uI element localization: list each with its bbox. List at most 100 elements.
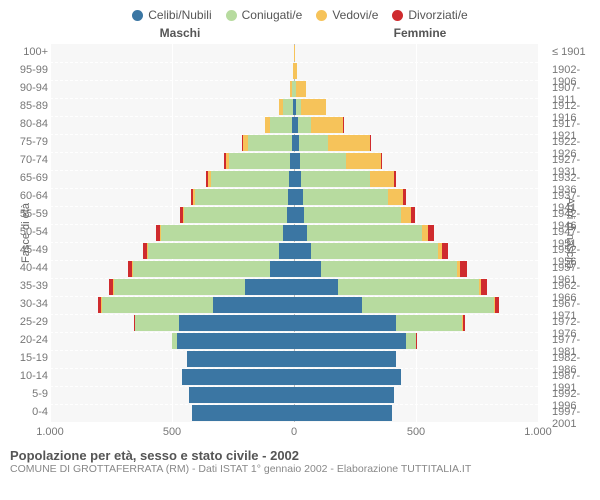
bar-right [294, 116, 538, 134]
segment [321, 261, 458, 277]
segment [184, 207, 286, 223]
segment [301, 171, 369, 187]
segment [294, 207, 304, 223]
chart-plot [50, 44, 538, 422]
segment [294, 351, 396, 367]
y-label-age: 5-9 [0, 388, 48, 400]
segment [143, 243, 147, 259]
segment [298, 117, 311, 133]
segment [401, 207, 411, 223]
chart-title: Popolazione per età, sesso e stato civil… [10, 448, 590, 463]
y-label-age: 75-79 [0, 136, 48, 148]
segment [101, 297, 213, 313]
segment [294, 171, 301, 187]
age-row [50, 116, 538, 135]
segment [213, 297, 294, 313]
age-row [50, 260, 538, 279]
segment [283, 99, 293, 115]
segment [133, 261, 270, 277]
segment [362, 297, 494, 313]
segment [294, 261, 321, 277]
segment [495, 297, 499, 313]
age-row [50, 314, 538, 333]
bar-left [50, 260, 294, 278]
bar-left [50, 332, 294, 350]
segment [294, 369, 401, 385]
legend-item: Divorziati/e [392, 8, 467, 22]
segment [294, 189, 303, 205]
legend-item: Celibi/Nubili [132, 8, 211, 22]
x-tick: 500 [407, 426, 425, 438]
bar-left [50, 224, 294, 242]
age-row [50, 386, 538, 405]
segment [294, 405, 392, 421]
segment [463, 315, 465, 331]
segment [229, 153, 290, 169]
segment [294, 63, 297, 79]
age-row [50, 188, 538, 207]
bar-right [294, 278, 538, 296]
bar-left [50, 404, 294, 422]
y-label-age: 15-19 [0, 352, 48, 364]
segment [206, 171, 208, 187]
bar-left [50, 80, 294, 98]
age-row [50, 98, 538, 117]
bar-right [294, 350, 538, 368]
segment [134, 315, 135, 331]
bar-left [50, 188, 294, 206]
segment [346, 153, 380, 169]
segment [328, 135, 369, 151]
segment [294, 243, 311, 259]
bar-left [50, 350, 294, 368]
segment [191, 189, 193, 205]
segment [180, 207, 183, 223]
header-female: Femmine [300, 26, 540, 40]
y-label-age: 0-4 [0, 406, 48, 418]
segment [406, 333, 416, 349]
x-tick: 0 [291, 426, 297, 438]
segment [147, 243, 148, 259]
bar-right [294, 170, 538, 188]
pyramid-chart: Fasce di età Anni di nascita 100+≤ 19019… [0, 44, 600, 422]
bar-right [294, 152, 538, 170]
segment [192, 405, 294, 421]
segment [265, 117, 270, 133]
segment [299, 135, 328, 151]
segment [303, 189, 388, 205]
segment [283, 225, 294, 241]
legend-label: Vedovi/e [332, 8, 378, 22]
age-row [50, 350, 538, 369]
bar-left [50, 98, 294, 116]
segment [481, 279, 487, 295]
x-tick: 1.000 [524, 426, 552, 438]
segment [294, 387, 394, 403]
x-axis: 1.00050005001.000 [50, 422, 538, 444]
y-label-age: 100+ [0, 46, 48, 58]
y-label-age: 60-64 [0, 190, 48, 202]
segment [287, 207, 294, 223]
segment [294, 279, 338, 295]
y-label-age: 45-49 [0, 244, 48, 256]
y-label-age: 10-14 [0, 370, 48, 382]
age-row [50, 206, 538, 225]
segment [208, 171, 211, 187]
bar-right [294, 134, 538, 152]
bar-left [50, 170, 294, 188]
age-row [50, 80, 538, 99]
segment [193, 189, 195, 205]
y-label-age: 90-94 [0, 82, 48, 94]
bar-right [294, 260, 538, 278]
bar-right [294, 404, 538, 422]
segment [195, 189, 288, 205]
legend-swatch [316, 10, 327, 21]
y-label-age: 20-24 [0, 334, 48, 346]
segment [294, 315, 396, 331]
segment [290, 81, 292, 97]
segment [294, 225, 307, 241]
segment [182, 369, 294, 385]
bar-right [294, 386, 538, 404]
bar-right [294, 368, 538, 386]
segment [224, 153, 225, 169]
segment [370, 135, 371, 151]
y-label-age: 25-29 [0, 316, 48, 328]
